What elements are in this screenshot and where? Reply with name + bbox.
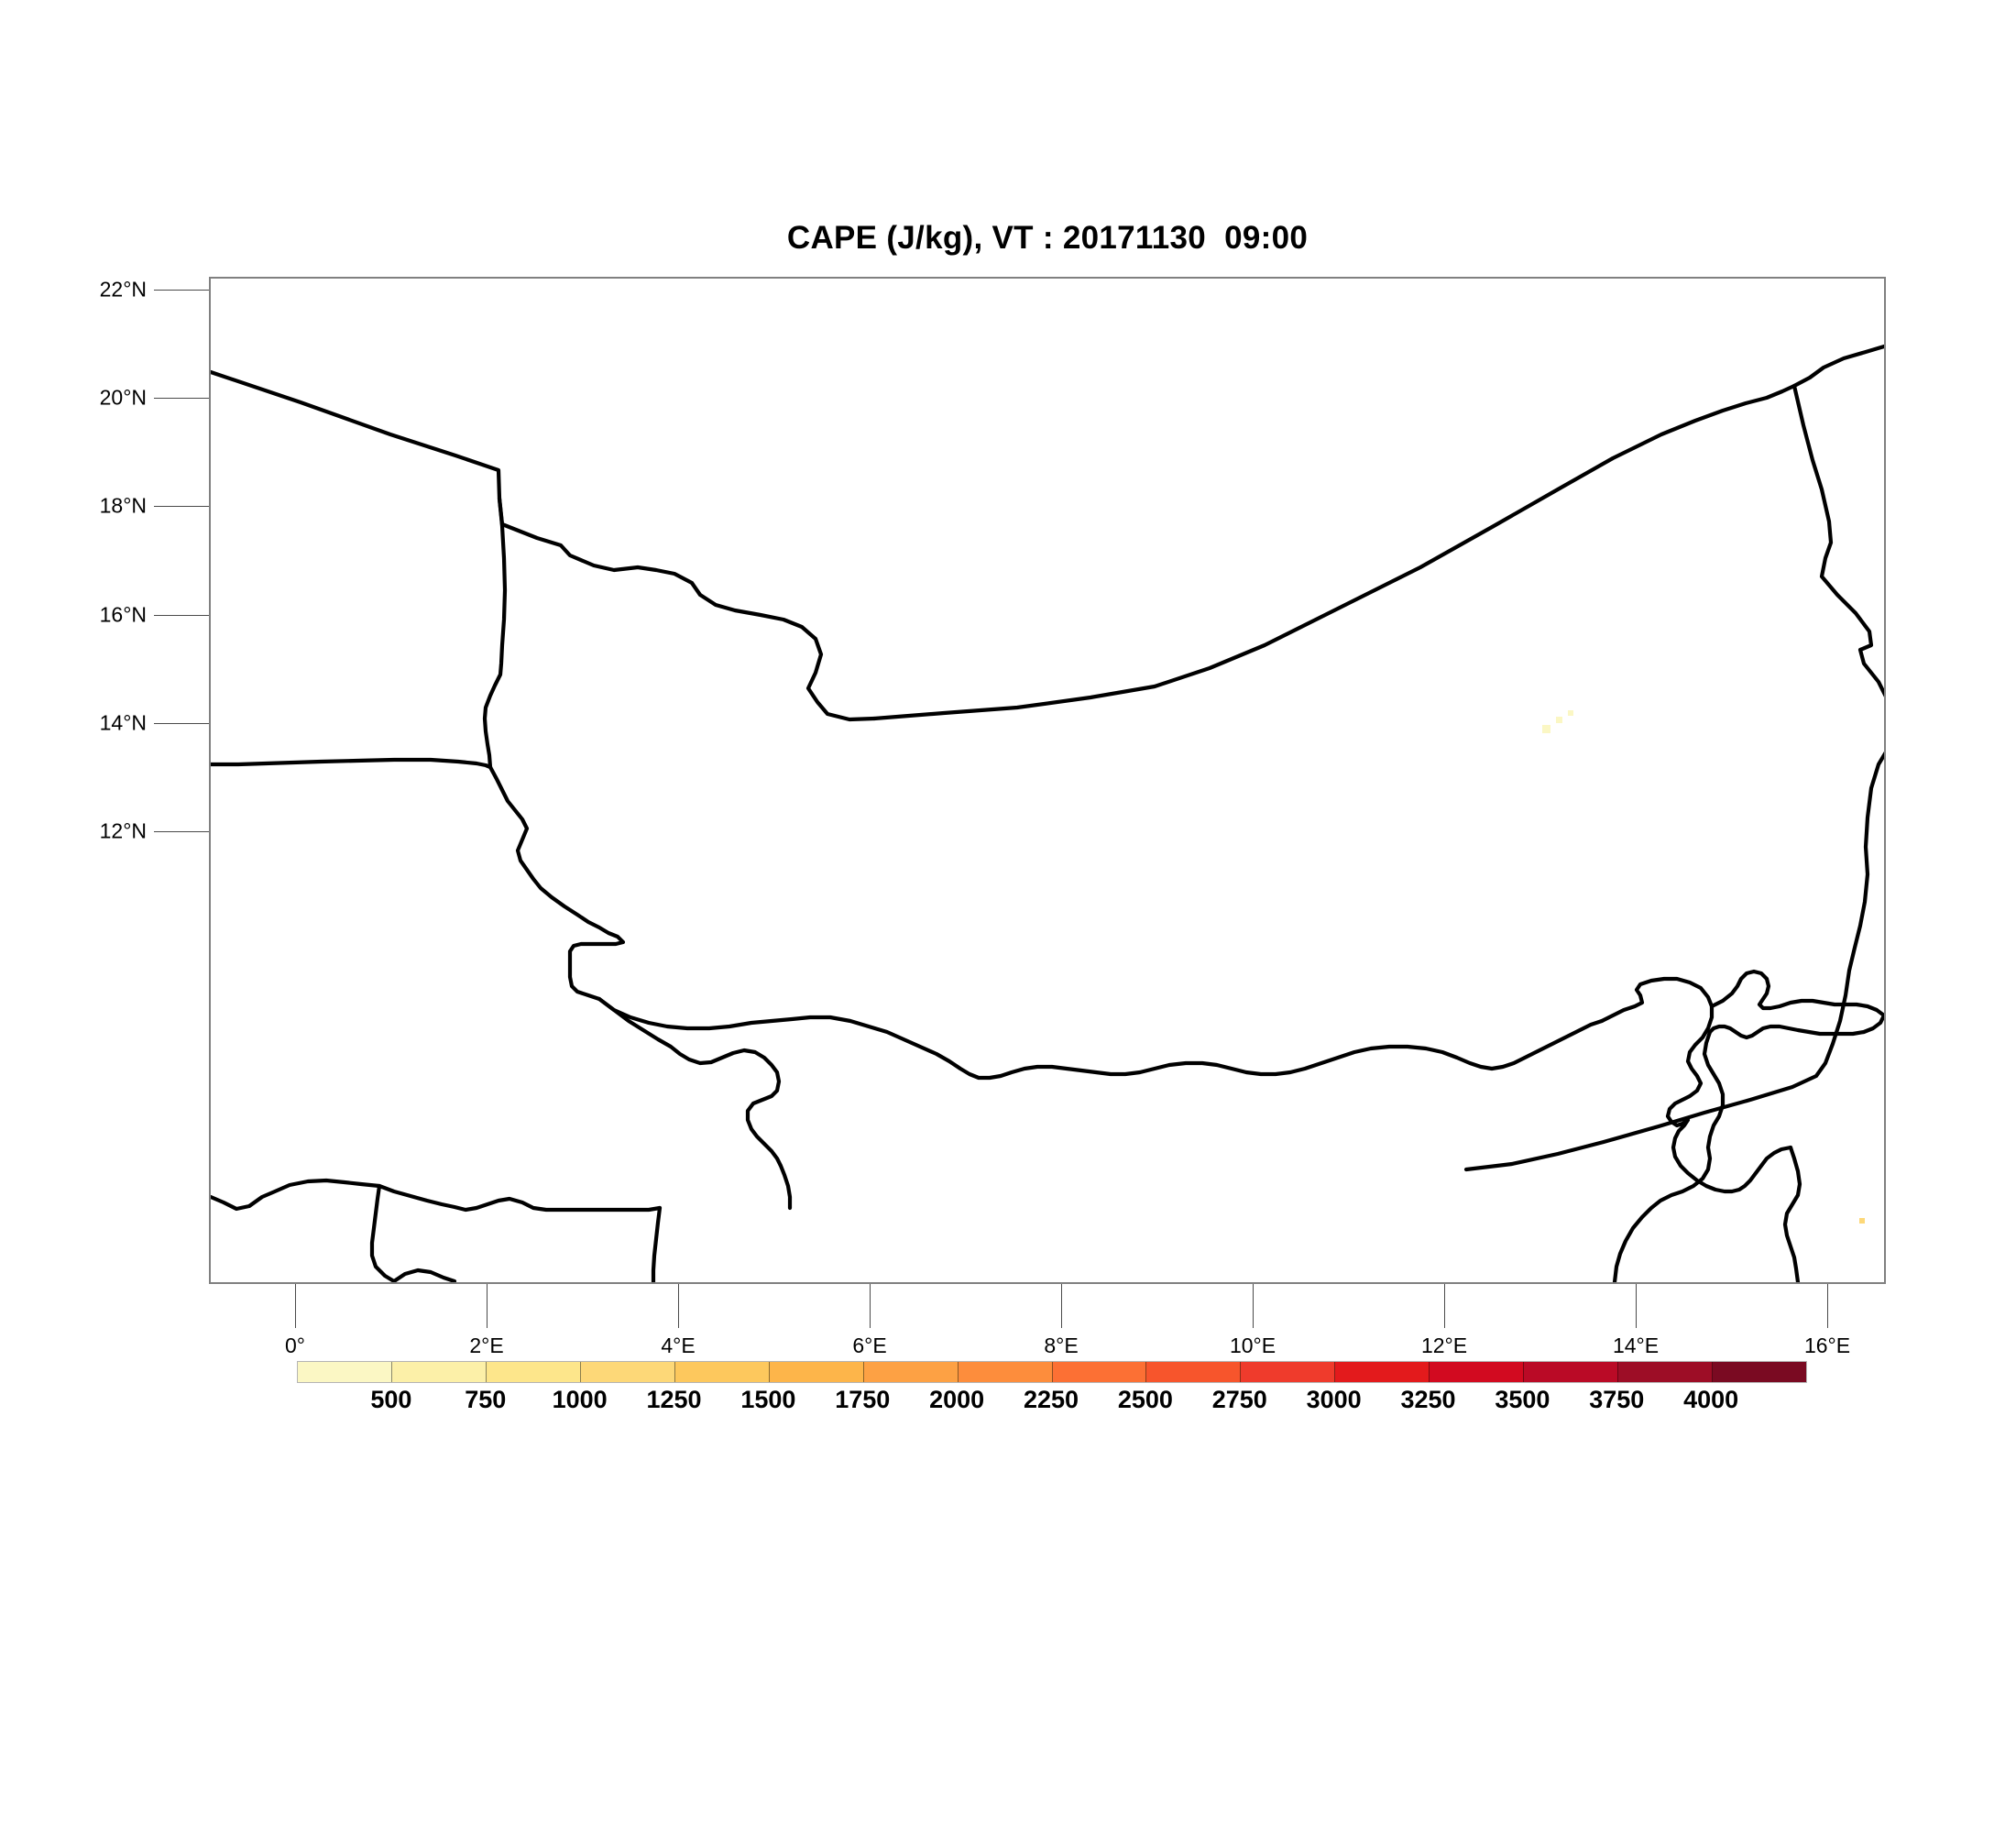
ytick-label-22n: 22°N [99, 277, 147, 302]
xtick-label-14e: 14°E [1612, 1334, 1660, 1357]
border-niger-chad-east [1463, 383, 1884, 1172]
colorbar-segment-14 [1618, 1362, 1714, 1382]
colorbar-label-750: 750 [465, 1386, 507, 1413]
lake-chad-west-outline [1599, 976, 1793, 1194]
border-niger-libya-north [1791, 344, 1884, 389]
ytick-mark-12n [154, 831, 209, 832]
xtick-label-10e: 10°E [1229, 1334, 1276, 1357]
xtick-label-8e: 8°E [1044, 1334, 1079, 1357]
colorbar-segment-5 [769, 1362, 864, 1382]
page-title: CAPE (J/kg), VT : 20171130 09:00 [786, 220, 1309, 256]
xtick-mark-16e [1827, 1284, 1828, 1328]
border-burkina-interior-north [211, 1178, 663, 1213]
colorbar-label-3250: 3250 [1400, 1386, 1456, 1413]
border-burkina-interior-south [391, 1268, 457, 1282]
colorbar-segment-9 [1146, 1362, 1242, 1382]
colorbar-label-3750: 3750 [1589, 1386, 1645, 1413]
lake-chad-east-lobe [1707, 969, 1884, 1040]
colorbar-segment-8 [1052, 1362, 1147, 1382]
xtick-label-16e: 16°E [1803, 1334, 1851, 1357]
colorbar-label-1000: 1000 [552, 1386, 608, 1413]
colorbar-tick-labels: 500 750 1000 1250 1500 1750 2000 2250 2500 2750 30… [297, 1386, 1805, 1422]
xtick-label-2e: 2°E [469, 1334, 504, 1357]
colorbar-segment-10 [1241, 1362, 1336, 1382]
xtick-label-6e: 6°E [852, 1334, 887, 1357]
xtick-mark-4e [678, 1284, 679, 1328]
colorbar-segment-13 [1524, 1362, 1619, 1382]
border-chad-cameroon-south [1782, 1145, 1802, 1282]
xtick-mark-6e [870, 1284, 871, 1328]
border-nigeria-cameroon [1612, 1029, 1726, 1282]
colorbar-label-1500: 1500 [740, 1386, 796, 1413]
ytick-label-14n: 14°N [99, 710, 147, 735]
cape-field-pixels [1542, 710, 1865, 1224]
colorbar-segment-6 [863, 1362, 959, 1382]
colorbar-segment-1 [391, 1362, 487, 1382]
border-niger-burkina [488, 764, 626, 1002]
border-mali-west-horizontal [211, 757, 493, 770]
colorbar-label-1750: 1750 [835, 1386, 891, 1413]
ytick-mark-18n [154, 506, 209, 507]
border-niger-benin [597, 996, 793, 1211]
colorbar-segment-4 [674, 1362, 770, 1382]
xtick-label-0: 0° [285, 1334, 305, 1357]
ytick-label-20n: 20°N [99, 385, 147, 410]
xtick-label-12e: 12°E [1420, 1334, 1468, 1357]
colorbar-segment-2 [486, 1362, 581, 1382]
map-geometry [211, 344, 1884, 1282]
ytick-mark-16n [154, 615, 209, 616]
ytick-mark-20n [154, 398, 209, 399]
colorbar-label-4000: 4000 [1683, 1386, 1739, 1413]
border-niger-mali-northwest [211, 369, 877, 722]
xtick-mark-8e [1061, 1284, 1062, 1328]
xtick-mark-10e [1253, 1284, 1254, 1328]
colorbar[interactable] [297, 1361, 1807, 1383]
ytick-label-18n: 18°N [99, 493, 147, 518]
colorbar-label-3000: 3000 [1306, 1386, 1362, 1413]
xtick-mark-0 [295, 1284, 296, 1328]
colorbar-label-2750: 2750 [1211, 1386, 1267, 1413]
border-benin-vertical [651, 1205, 663, 1282]
xtick-mark-14e [1636, 1284, 1637, 1328]
xtick-mark-12e [1444, 1284, 1445, 1328]
colorbar-label-2000: 2000 [929, 1386, 985, 1413]
colorbar-segment-7 [958, 1362, 1053, 1382]
colorbar-label-2500: 2500 [1117, 1386, 1173, 1413]
ytick-label-12n: 12°N [99, 818, 147, 843]
country-borders [211, 344, 1884, 1282]
colorbar-segment-15 [1713, 1362, 1806, 1382]
map-plot-area[interactable] [209, 277, 1886, 1284]
ytick-mark-14n [154, 723, 209, 724]
xtick-label-4e: 4°E [661, 1334, 696, 1357]
colorbar-segment-11 [1335, 1362, 1430, 1382]
colorbar-segment-3 [580, 1362, 675, 1382]
border-nigeria-niger-south [597, 996, 1605, 1081]
border-burkina-interior-vertical [369, 1183, 397, 1282]
colorbar-segment-12 [1430, 1362, 1525, 1382]
ytick-mark-22n [154, 290, 209, 291]
colorbar-segment-0 [298, 1362, 392, 1382]
border-mali-niger-vertical [482, 496, 508, 770]
ytick-label-16n: 16°N [99, 602, 147, 627]
colorbar-label-500: 500 [370, 1386, 412, 1413]
xtick-mark-2e [487, 1284, 488, 1328]
colorbar-label-2250: 2250 [1023, 1386, 1079, 1413]
border-niger-algeria [871, 383, 1797, 721]
colorbar-label-3500: 3500 [1495, 1386, 1550, 1413]
colorbar-label-1250: 1250 [646, 1386, 702, 1413]
